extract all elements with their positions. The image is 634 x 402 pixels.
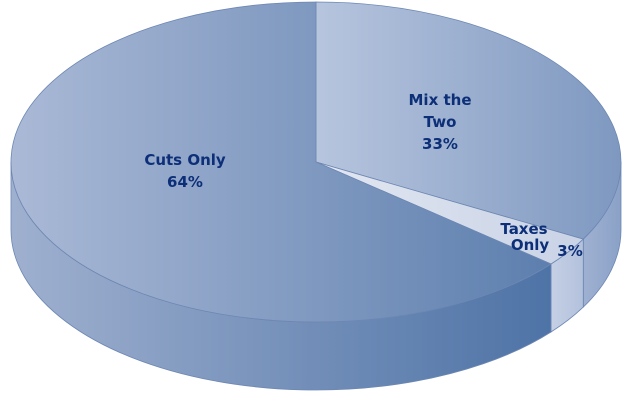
data-label-taxes-only: Taxes	[500, 220, 547, 238]
slice-mix-the-two	[315, 1, 622, 240]
data-label-mix-the-two: Mix the	[409, 91, 472, 109]
data-value-cuts-only: 64%	[167, 173, 203, 191]
slice-cuts-only	[10, 1, 552, 323]
data-label-mix-the-two: Two	[424, 113, 457, 131]
data-label-cuts-only: Cuts Only	[144, 151, 226, 169]
data-value-taxes-only: 3%	[557, 242, 582, 260]
data-label-taxes-only: Only	[511, 236, 550, 254]
data-value-mix-the-two: 33%	[422, 135, 458, 153]
